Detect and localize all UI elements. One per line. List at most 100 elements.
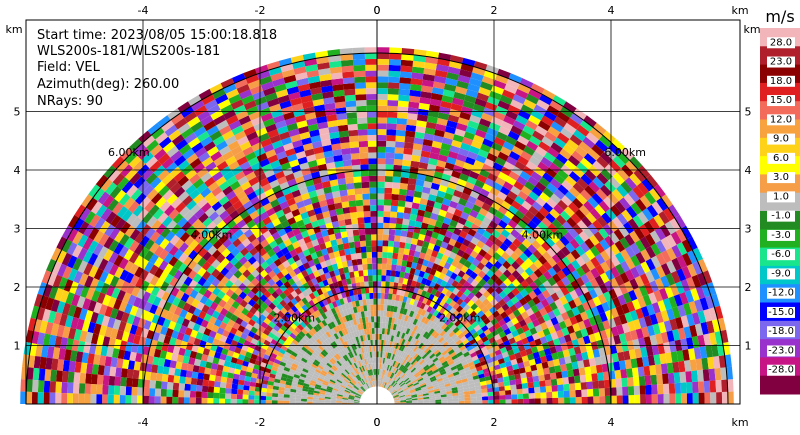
velocity-cell — [381, 328, 385, 335]
velocity-cell — [601, 212, 613, 224]
velocity-cell — [221, 348, 229, 356]
velocity-cell — [289, 368, 296, 374]
velocity-cell — [442, 198, 451, 207]
velocity-cell — [446, 396, 453, 400]
velocity-cell — [561, 327, 570, 336]
velocity-cell — [468, 77, 482, 87]
velocity-cell — [512, 363, 519, 370]
velocity-cell — [588, 181, 600, 193]
velocity-cell — [314, 332, 321, 339]
velocity-cell — [368, 275, 373, 282]
velocity-cell — [580, 311, 589, 321]
velocity-cell — [137, 318, 147, 329]
velocity-cell — [164, 124, 178, 137]
velocity-cell — [315, 382, 322, 386]
velocity-cell — [407, 303, 413, 311]
velocity-cell — [261, 81, 274, 91]
velocity-cell — [291, 208, 301, 217]
velocity-cell — [121, 312, 130, 323]
velocity-cell — [724, 354, 732, 368]
velocity-cell — [307, 391, 314, 395]
velocity-cell — [408, 364, 414, 371]
velocity-cell — [206, 321, 214, 331]
velocity-cell — [513, 180, 525, 191]
velocity-cell — [473, 266, 482, 275]
velocity-cell — [552, 95, 567, 107]
velocity-cell — [173, 249, 184, 260]
velocity-cell — [402, 386, 408, 391]
velocity-cell — [344, 347, 350, 354]
velocity-cell — [599, 312, 608, 322]
velocity-cell — [203, 313, 212, 322]
velocity-cell — [228, 233, 238, 244]
velocity-cell — [424, 127, 436, 136]
velocity-cell — [203, 327, 212, 337]
velocity-cell — [265, 306, 273, 314]
velocity-cell — [302, 388, 309, 392]
velocity-cell — [476, 240, 485, 249]
velocity-cell — [485, 225, 495, 235]
velocity-cell — [510, 358, 518, 366]
velocity-cell — [367, 357, 370, 364]
velocity-cell — [519, 332, 527, 340]
velocity-cell — [406, 260, 413, 268]
velocity-cell — [528, 358, 536, 366]
velocity-cell — [88, 227, 100, 241]
velocity-cell — [296, 219, 305, 228]
velocity-cell — [460, 106, 473, 115]
velocity-cell — [413, 382, 420, 386]
velocity-cell — [408, 95, 421, 103]
velocity-cell — [569, 397, 576, 404]
velocity-cell — [437, 345, 445, 352]
velocity-cell — [429, 281, 436, 289]
velocity-cell — [396, 123, 407, 131]
velocity-cell — [120, 147, 134, 161]
velocity-cell — [486, 294, 495, 303]
velocity-cell — [494, 269, 503, 278]
velocity-cell — [129, 172, 142, 185]
velocity-cell — [443, 131, 455, 140]
velocity-cell — [383, 334, 387, 341]
velocity-cell — [373, 380, 376, 387]
velocity-cell — [286, 378, 293, 383]
velocity-cell — [215, 176, 227, 187]
velocity-cell — [422, 186, 431, 194]
velocity-cell — [557, 225, 569, 236]
velocity-cell — [202, 251, 212, 262]
velocity-cell — [483, 252, 493, 262]
velocity-cell — [498, 264, 507, 274]
velocity-cell — [217, 290, 226, 300]
velocity-cell — [465, 314, 473, 322]
velocity-cell — [397, 378, 403, 384]
velocity-cell — [514, 195, 525, 206]
velocity-cell — [540, 392, 547, 399]
velocity-cell — [686, 313, 695, 327]
velocity-cell — [149, 242, 160, 254]
velocity-cell — [329, 295, 336, 303]
velocity-cell — [569, 134, 583, 146]
velocity-cell — [100, 282, 110, 295]
velocity-cell — [385, 364, 389, 371]
velocity-cell — [297, 351, 305, 358]
velocity-cell — [383, 299, 388, 306]
velocity-cell — [426, 326, 432, 333]
velocity-cell — [695, 286, 706, 300]
velocity-cell — [374, 380, 376, 387]
velocity-cell — [441, 267, 449, 275]
velocity-cell — [243, 251, 253, 261]
velocity-cell — [243, 228, 254, 238]
velocity-cell — [162, 366, 170, 375]
velocity-cell — [431, 379, 438, 384]
velocity-cell — [57, 263, 67, 277]
velocity-cell — [304, 363, 312, 369]
velocity-cell — [423, 68, 436, 76]
velocity-cell — [387, 100, 399, 107]
velocity-cell — [429, 362, 436, 368]
velocity-cell — [718, 355, 727, 368]
velocity-cell — [620, 260, 631, 273]
velocity-cell — [253, 122, 266, 132]
velocity-cell — [400, 65, 413, 73]
velocity-cell — [229, 210, 240, 220]
velocity-cell — [351, 370, 357, 377]
velocity-cell — [183, 276, 193, 287]
